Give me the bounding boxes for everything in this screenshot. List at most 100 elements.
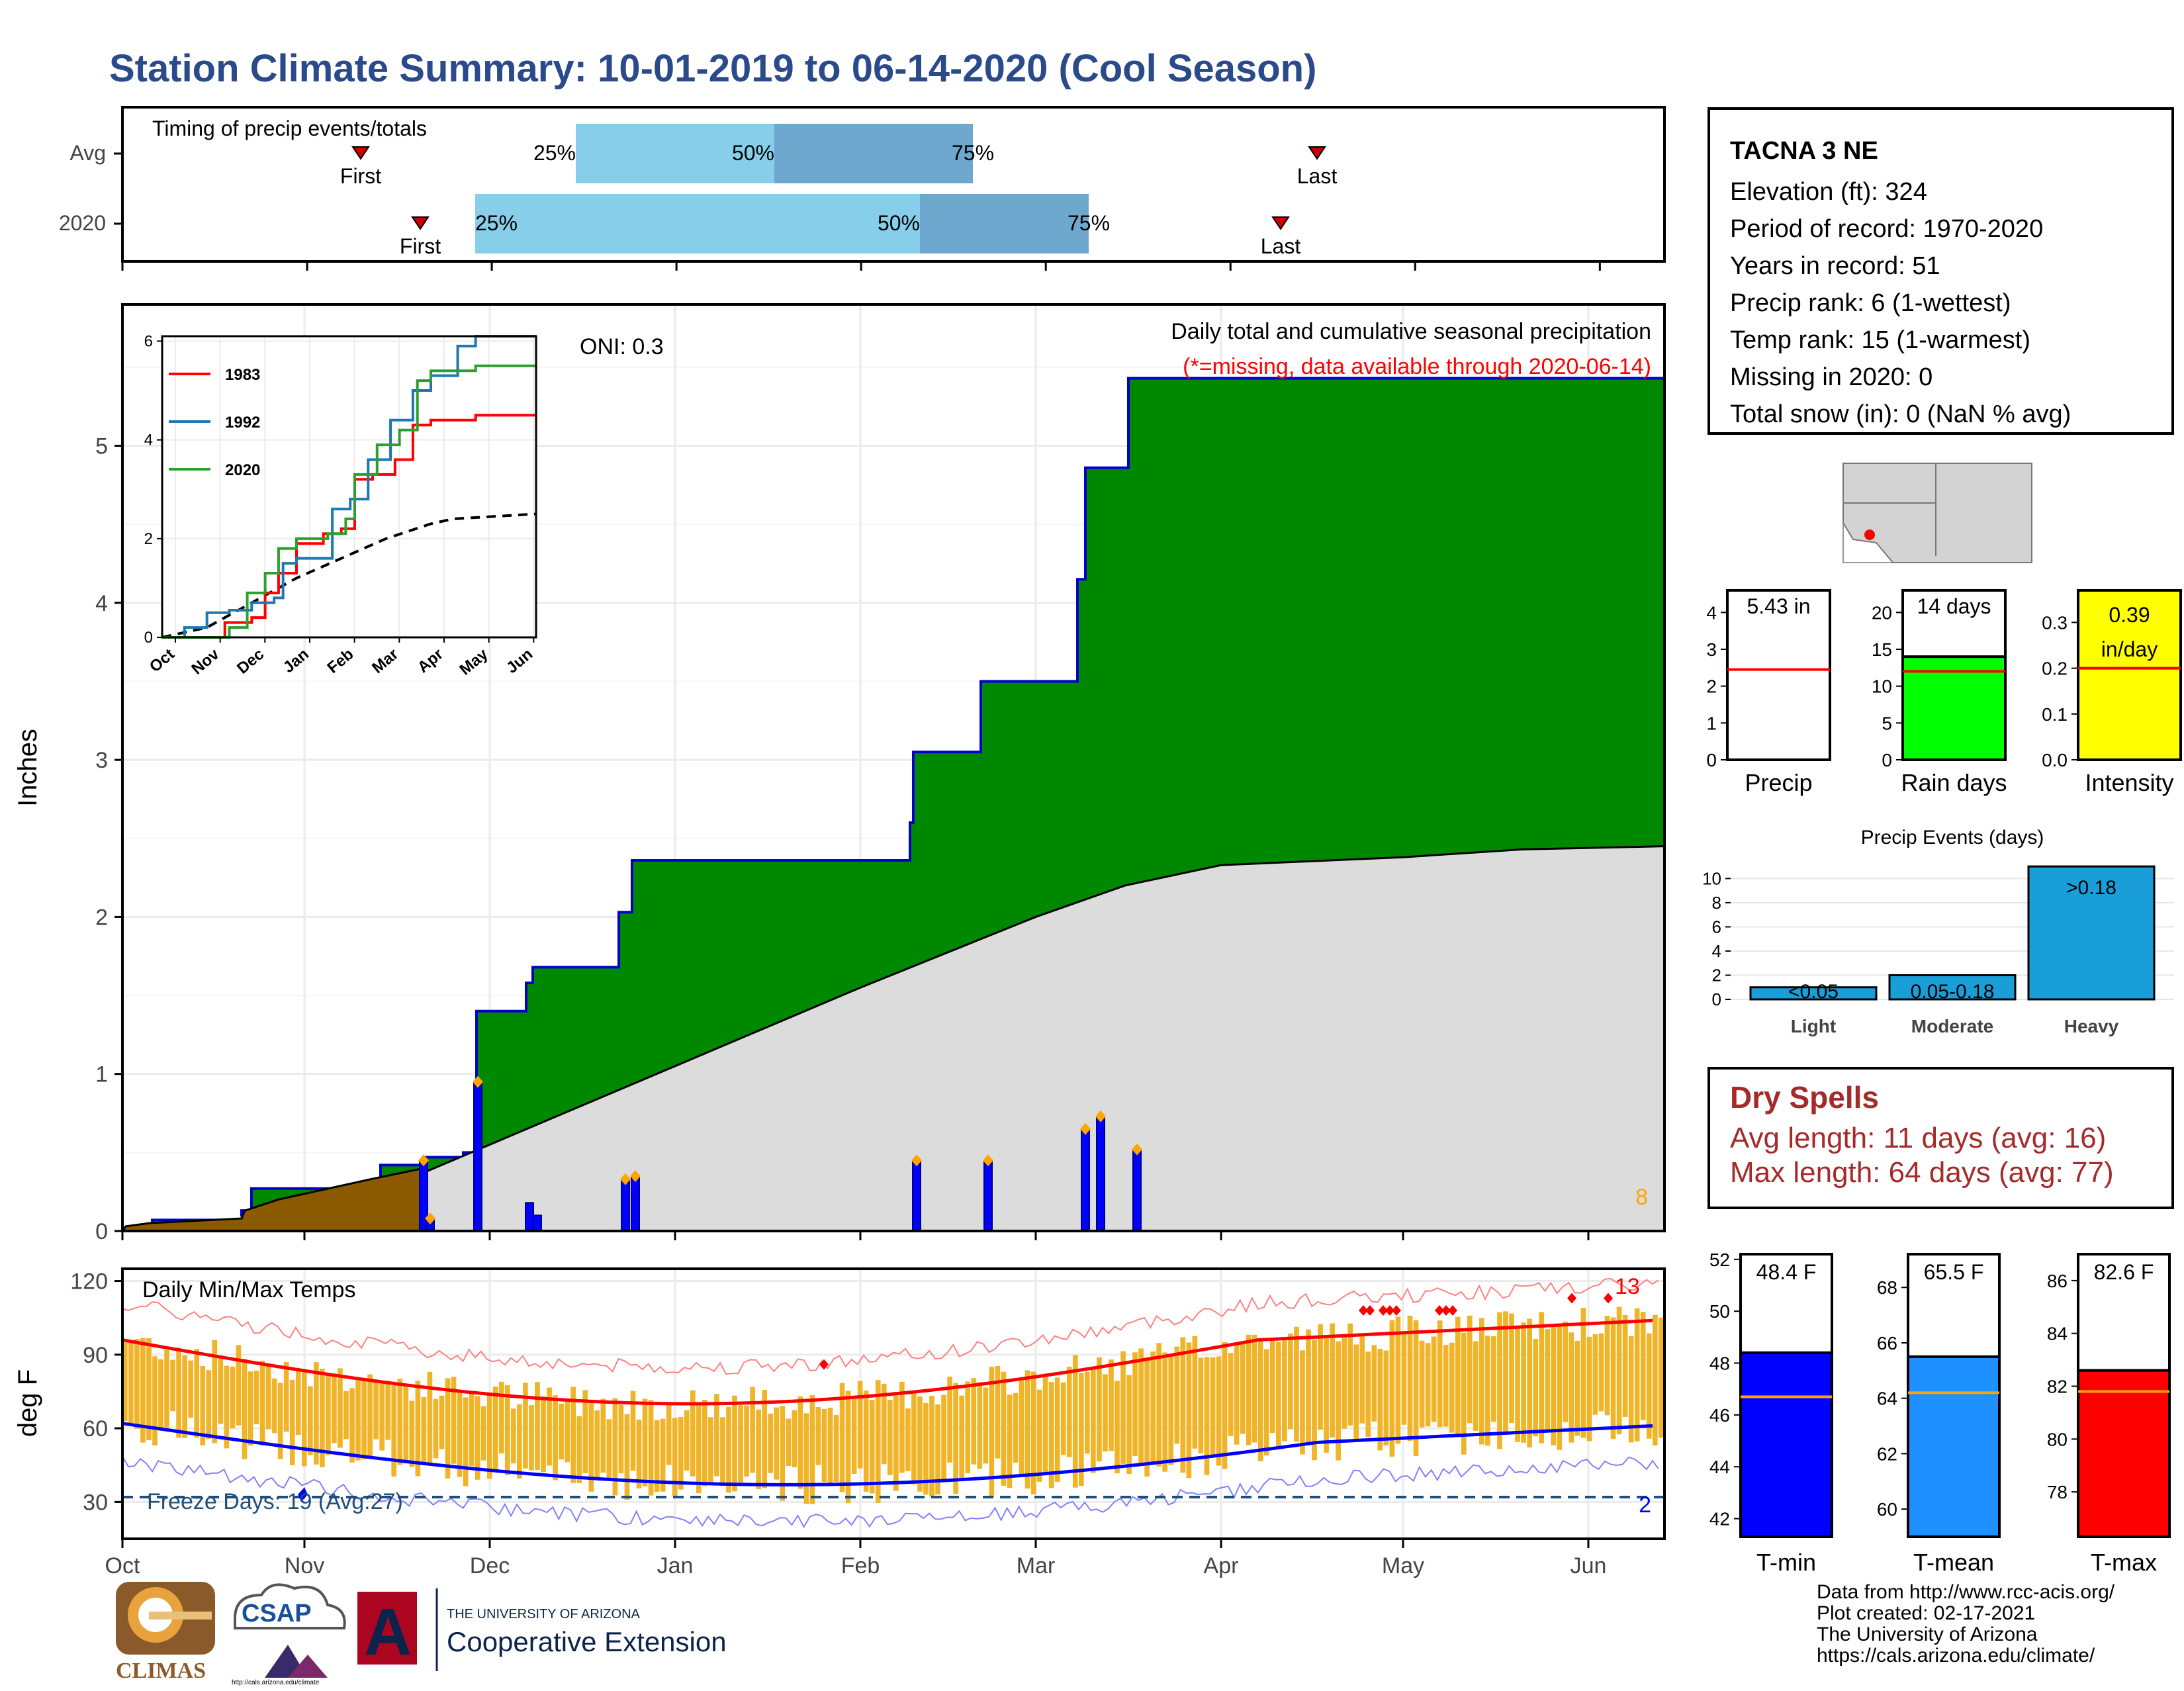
- daily-temp-range-bar: [923, 1402, 929, 1495]
- record-high-marker: [1604, 1293, 1613, 1304]
- ua-logo: A THE UNIVERSITY OF ARIZONA Cooperative …: [357, 1588, 727, 1671]
- daily-precip-bar: [912, 1160, 921, 1232]
- daily-temp-range-bar: [570, 1387, 576, 1483]
- inset-frame: [161, 335, 537, 639]
- daily-temp-range-bar: [1389, 1320, 1395, 1457]
- daily-temp-range-bar: [977, 1382, 983, 1469]
- daily-precip-bar: [533, 1214, 542, 1232]
- daily-temp-range-bar: [559, 1404, 564, 1460]
- logo-strip: CLIMAS CSAP http://cals.arizona.edu/clim…: [109, 1578, 745, 1688]
- daily-temp-range-bar: [1592, 1334, 1598, 1415]
- station-info-panel: TACNA 3 NE Elevation (ft): 324 Period of…: [1707, 107, 2174, 435]
- stat-bar-ytick-label: 0.3: [2042, 612, 2068, 633]
- daily-temp-range-bar: [504, 1385, 510, 1475]
- inset-avg-line: [161, 512, 537, 639]
- daily-temp-range-bar: [188, 1360, 194, 1418]
- timing-first: First: [400, 234, 441, 258]
- daily-temp-range-bar: [486, 1393, 492, 1479]
- daily-temp-range-bar: [391, 1385, 397, 1477]
- daily-temp-range-bar: [672, 1418, 678, 1497]
- timing-bar-50-75: [774, 124, 973, 183]
- daily-temp-range-bar: [1580, 1307, 1586, 1438]
- temp-bar-ytick-label: 42: [1709, 1509, 1730, 1530]
- stat-bar-ytick-label: 0: [1882, 750, 1892, 770]
- daily-temp-range-bar: [1628, 1336, 1634, 1443]
- daily-temp-range-bar: [1246, 1334, 1251, 1445]
- daily-temp-range-bar: [283, 1361, 289, 1432]
- daily-temp-range-bar: [1616, 1306, 1622, 1435]
- daily-temp-range-bar: [469, 1393, 475, 1467]
- daily-temp-range-bar: [1228, 1353, 1234, 1436]
- daily-temp-range-bar: [1234, 1345, 1240, 1445]
- daily-temp-range-bar: [768, 1413, 774, 1473]
- temps-ytick-label: 120: [70, 1269, 108, 1295]
- timing-last: Last: [1297, 164, 1338, 188]
- daily-temp-range-bar: [600, 1398, 606, 1473]
- station-location-dot: [1864, 529, 1875, 540]
- daily-temp-range-bar: [797, 1396, 803, 1489]
- precip-missing-note: (*=missing, data available through 2020-…: [1183, 354, 1651, 379]
- logos-svg: CLIMAS CSAP http://cals.arizona.edu/clim…: [116, 1582, 727, 1686]
- daily-temp-range-bar: [553, 1395, 558, 1481]
- avg-max-line: [122, 1318, 1653, 1406]
- daily-temp-range-bar: [678, 1417, 684, 1490]
- ua-bottom-text: Cooperative Extension: [447, 1626, 727, 1657]
- record-high-marker: [1359, 1305, 1368, 1316]
- temp-bar-ytick-label: 86: [2047, 1271, 2068, 1291]
- daily-temp-range-bar: [881, 1383, 887, 1465]
- daily-temp-range-bar: [660, 1418, 666, 1492]
- timing-label: Timing of precip events/totals: [152, 116, 427, 140]
- daily-temp-range-bar: [1336, 1341, 1341, 1461]
- station-years: Years in record: 51: [1730, 252, 1940, 280]
- daily-temp-range-bar: [780, 1406, 786, 1501]
- daily-temp-range-bar: [1347, 1323, 1353, 1426]
- daily-temp-range-bar: [182, 1355, 187, 1438]
- first-marker: [351, 146, 370, 160]
- daily-temp-range-bar: [355, 1380, 361, 1461]
- daily-temp-range-bar: [146, 1338, 152, 1441]
- timing-bar-25-50: [576, 124, 774, 183]
- credit-line: The University of Arizona: [1817, 1623, 2038, 1645]
- daily-temp-range-bar: [565, 1401, 570, 1463]
- temp-bar-ytick-label: 48: [1709, 1353, 1730, 1374]
- daily-temp-range-bar: [1371, 1345, 1377, 1422]
- daily-temp-range-bar: [1109, 1359, 1114, 1451]
- daily-temp-range-bar: [690, 1390, 696, 1477]
- daily-temp-range-bar: [1497, 1312, 1502, 1449]
- stat-bar-value: 0.39: [2109, 603, 2150, 627]
- timing-row-label: Avg: [69, 141, 106, 165]
- daily-precip-bar: [1132, 1148, 1142, 1232]
- timing-p50: 50%: [732, 141, 774, 165]
- daily-temp-range-bar: [517, 1404, 522, 1479]
- daily-temp-range-bar: [230, 1366, 236, 1429]
- stat-bar-ytick-label: 1: [1706, 713, 1717, 733]
- daily-temp-range-bar: [326, 1375, 331, 1455]
- event-bar: [1888, 974, 2017, 1001]
- credit-line: Plot created: 02-17-2021: [1817, 1602, 2036, 1624]
- daily-temp-range-bar: [236, 1345, 242, 1426]
- daily-temp-range-bar: [1054, 1377, 1060, 1482]
- daily-temp-range-bar: [744, 1405, 749, 1477]
- daily-temp-range-bar: [1060, 1382, 1066, 1455]
- daily-temp-range-bar: [726, 1406, 731, 1493]
- daily-temp-range-bar: [1461, 1332, 1467, 1455]
- daily-temp-range-bar: [1437, 1320, 1443, 1428]
- daily-temp-range-bar: [176, 1348, 181, 1438]
- daily-temp-range-bar: [612, 1398, 618, 1496]
- daily-temp-range-bar: [630, 1391, 636, 1471]
- station-precip-rank: Precip rank: 6 (1-wettest): [1730, 289, 2011, 317]
- precip-ytick-label: 2: [95, 905, 108, 930]
- daily-temp-range-bar: [158, 1359, 163, 1431]
- temp-bar-ytick-label: 66: [1877, 1333, 1897, 1353]
- dry-spells-panel: Dry Spells Avg length: 11 days (avg: 16)…: [1707, 1067, 2174, 1209]
- daily-temp-range-bar: [349, 1388, 355, 1463]
- temp-bar-ytick-label: 60: [1877, 1499, 1897, 1520]
- daily-temp-range-bar: [332, 1376, 337, 1443]
- station-snow: Total snow (in): 0 (NaN % avg): [1730, 400, 2071, 428]
- daily-temp-range-bar: [935, 1404, 940, 1494]
- events-ytick-label: 8: [1712, 893, 1721, 913]
- daily-temp-range-bar: [134, 1339, 140, 1429]
- precip-frame: [121, 303, 1666, 1232]
- daily-temp-range-bar: [1407, 1315, 1413, 1441]
